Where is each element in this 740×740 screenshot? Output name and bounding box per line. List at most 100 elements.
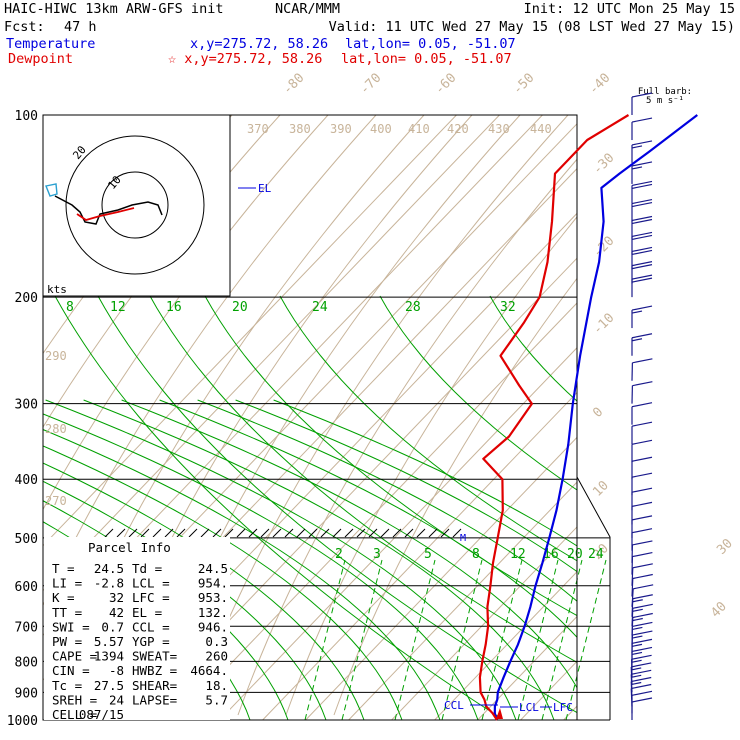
moist-adiabat-line [43, 413, 479, 720]
mixing-ratio-label: 24 [312, 300, 328, 315]
wind-barb-feather [631, 249, 653, 256]
parcel-info-cell: PW = [52, 634, 82, 649]
hodo-start-marker-icon [45, 183, 58, 197]
parcel-info-cell: CELL = [52, 707, 97, 722]
el-marker: EL [258, 182, 272, 195]
isotherm-label: -70 [357, 71, 384, 98]
ccl-marker: CCL [444, 699, 464, 712]
pressure-tick-label: 700 [15, 620, 38, 635]
mixing-ratio-dashed-line [341, 559, 383, 720]
parcel-info-cell: EL = [132, 605, 162, 620]
hatch-mark [152, 528, 162, 538]
hatch-mark [236, 528, 246, 538]
hatch-mark [212, 528, 222, 538]
isotherm-label: 40 [708, 599, 730, 621]
parcel-info-cell: Td = [132, 561, 162, 576]
parcel-info-cell: CAPE = [52, 649, 97, 664]
barb-units-label: 5 m s⁻¹ [646, 96, 684, 106]
wind-barb-feather [631, 676, 652, 683]
mixing-ratio-label: 16 [166, 300, 182, 315]
mixing-ratio-label: 20 [232, 300, 248, 315]
parcel-info-cell: K = [52, 590, 75, 605]
moist-adiabat-line [43, 445, 403, 720]
theta-label: 410 [408, 122, 430, 136]
wind-barb-feather [631, 501, 653, 507]
hatch-mark [104, 528, 114, 538]
wind-barb-feather [632, 552, 653, 558]
hatch-mark [380, 528, 390, 538]
wind-barb-feather [631, 140, 653, 146]
m-marker: M [460, 533, 466, 544]
parcel-info-cell: HWBZ = [132, 663, 177, 678]
parcel-info-cell: 260 [205, 649, 228, 664]
isotherm-label: -20 [590, 234, 617, 261]
temperature-legend: Temperature [6, 36, 95, 52]
pressure-tick-label: 200 [15, 291, 38, 306]
dry-adiabat-line [43, 115, 329, 511]
surface-marker-icon [496, 708, 503, 719]
hatch-mark [404, 528, 414, 538]
isotherm-label: -10 [590, 311, 617, 338]
hatch-mark [428, 528, 438, 538]
parcel-info-panel: Parcel Info T = 24.5 Td = 24.5 LI = -2.8 LCL =… [44, 537, 230, 722]
mixing-ratio-line [97, 295, 577, 714]
lcl-marker: LCL [519, 701, 539, 714]
mixing-ratio-line [149, 295, 577, 663]
mixing-ratio-lower-label: 12 [510, 547, 526, 562]
isotherm-line [563, 705, 577, 720]
wind-barb-half-feather [631, 643, 643, 647]
sounding-curves [478, 114, 698, 721]
parcel-info-cell: SWI = [52, 619, 90, 634]
temperature-line [493, 114, 698, 721]
wind-barb-feather [631, 264, 653, 270]
wind-barb-feather [631, 183, 653, 189]
isotherm-label: -80 [280, 71, 307, 98]
parcel-info-cell: 24.5 [198, 561, 228, 576]
wind-barb-feather [632, 612, 653, 619]
wind-barb-feather [631, 528, 653, 534]
wind-barb-feather [631, 646, 653, 653]
theta-label: 370 [247, 122, 269, 136]
wind-barb-half-feather [632, 617, 643, 622]
dewpoint-latlon: lat,lon= 0.05, -51.07 [341, 51, 512, 67]
hatch-mark [188, 528, 198, 538]
pressure-tick-label: 400 [15, 473, 38, 488]
hatch-mark [260, 528, 270, 538]
hatch-mark [308, 528, 318, 538]
wind-barb-feather [633, 584, 654, 590]
wind-barb-half-feather [631, 659, 642, 663]
hatch-mark [344, 528, 354, 538]
wind-barb-feather [631, 421, 653, 427]
wind-barb-half-feather [632, 608, 643, 612]
isotherm-line [305, 436, 577, 720]
dry-adiabat-line [237, 158, 577, 716]
header: HAIC-HIWC 13km ARW-GFS init NCAR/MMM Ini… [4, 1, 735, 106]
isotherm-line [391, 526, 577, 720]
mixing-ratio-lower-label: 2 [335, 547, 343, 562]
dewpoint-line [478, 114, 630, 721]
wind-barb-feather [631, 638, 653, 644]
mixing-ratio-dashed-line [541, 559, 583, 720]
hodo-units: kts [47, 283, 67, 296]
hatch-mark [452, 528, 462, 538]
valid-time: Valid: 11 UTC Wed 27 May 15 (08 LST Wed … [329, 19, 735, 35]
wind-barb-half-feather [631, 681, 642, 686]
isotherm-label: -50 [510, 71, 537, 98]
wind-barb-feather [632, 630, 653, 636]
dry-adiabat-line [285, 216, 577, 716]
parcel-info-cell: SWEAT= [132, 649, 177, 664]
parcel-info-cell: LI = [52, 576, 82, 591]
parcel-info-cell: 42 [109, 605, 124, 620]
fcst-hours: 47 h [64, 19, 97, 35]
wind-barb-feather [631, 231, 653, 238]
parcel-info-cell: LAPSE= [132, 692, 177, 707]
wind-barb-feather [631, 198, 653, 205]
parcel-info-cell: 0.3 [205, 634, 228, 649]
wind-barb-half-feather [632, 599, 643, 603]
wind-barb-half-feather [631, 674, 642, 678]
parcel-info-cell: 32 [109, 590, 124, 605]
wind-barb-half-feather [631, 667, 642, 671]
isotherm-label: -60 [432, 71, 459, 98]
wind-barb-feather [631, 690, 653, 696]
isotherm-label: -40 [586, 71, 613, 98]
